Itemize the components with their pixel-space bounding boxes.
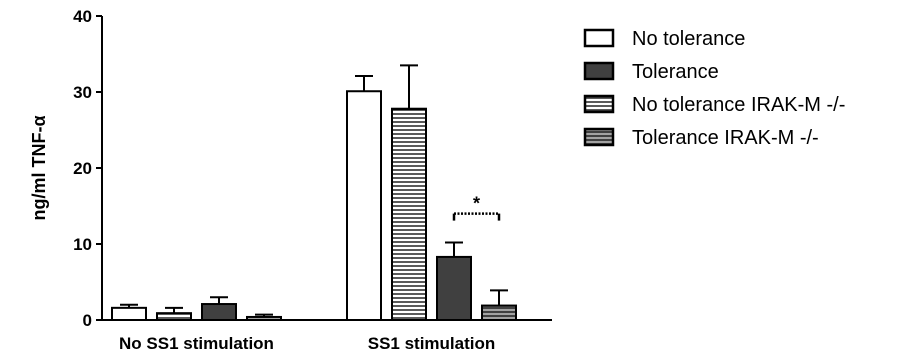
bar [201, 303, 237, 322]
y-tick-label: 30 [73, 83, 92, 102]
legend-label: No tolerance IRAK-M -/- [632, 94, 845, 116]
y-tick-label: 20 [73, 159, 92, 178]
bar [346, 90, 382, 321]
legend: No tolerance Tolerance No tolerance IRAK-M… [583, 28, 845, 149]
bar [436, 255, 472, 322]
x-group-label: No SS1 stimulation [119, 334, 274, 353]
error-bars-layer [120, 64, 508, 317]
y-axis-title: ng/ml TNF-α [29, 115, 49, 220]
legend-label: Tolerance [632, 61, 719, 83]
legend-swatch [583, 94, 615, 114]
bar [246, 315, 282, 321]
y-tick-label: 40 [73, 7, 92, 26]
bar [391, 107, 427, 321]
y-tick-label: 10 [73, 235, 92, 254]
bar [156, 312, 192, 322]
bars-layer [111, 90, 517, 322]
y-tick-label: 0 [83, 311, 92, 330]
legend-swatch [583, 61, 615, 81]
legend-label: Tolerance IRAK-M -/- [632, 127, 819, 149]
significance-star: * [473, 194, 480, 214]
significance-annotation: * [452, 194, 501, 221]
bar [111, 306, 147, 321]
x-group-label: SS1 stimulation [368, 334, 496, 353]
axes: 0 10 20 30 40 [73, 7, 552, 330]
legend-label: No tolerance [632, 28, 745, 50]
legend-swatch [583, 127, 615, 147]
bar [481, 304, 517, 321]
group-labels: No SS1 stimulation SS1 stimulation [119, 334, 495, 353]
legend-swatch [583, 28, 615, 48]
